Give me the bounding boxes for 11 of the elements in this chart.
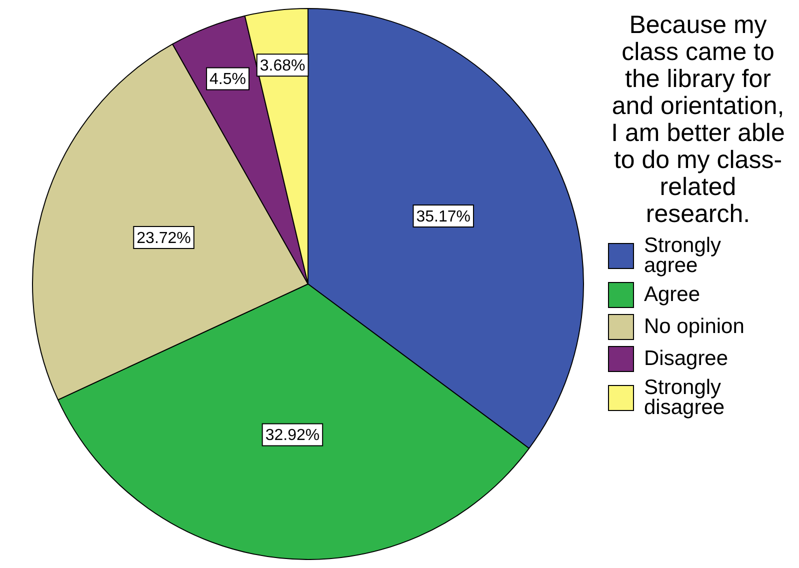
legend-label: Strongly disagree [644,376,726,419]
data-label: 35.17% [416,208,471,226]
data-label: 32.92% [265,427,320,444]
data-label: 23.72% [136,230,191,247]
data-label: 4.5% [210,71,246,88]
legend-label: No opinion [644,315,746,338]
legend-label: Agree [644,283,702,306]
legend-label: Strongly agree [644,234,722,277]
data-label: 3.68% [260,57,306,74]
legend-label: Disagree [644,347,730,370]
legend-title: Because my class came to the library for and orientation, I am better able to do my class-related research. [610,11,786,228]
